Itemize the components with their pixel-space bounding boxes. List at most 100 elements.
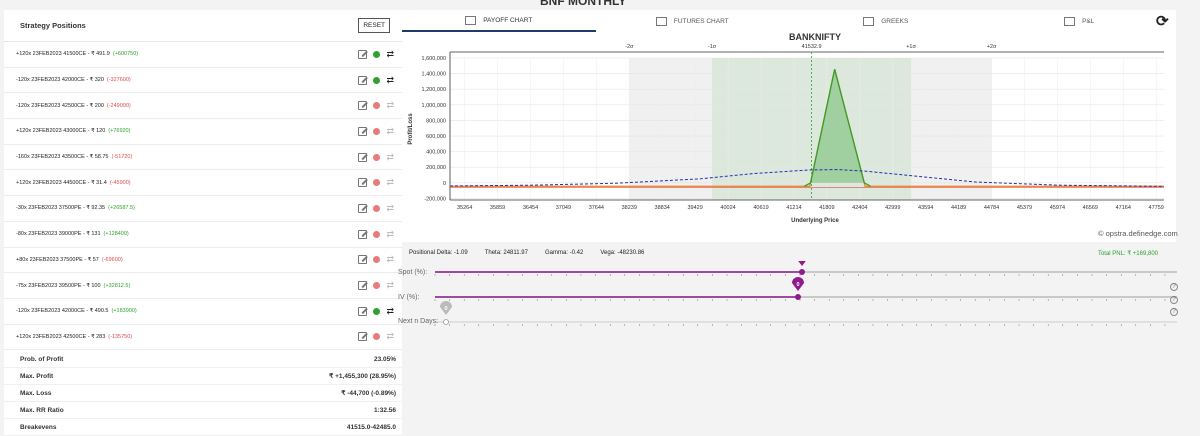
edit-icon[interactable] — [358, 178, 368, 188]
edit-icon[interactable] — [358, 75, 368, 85]
x-tick-label: 44189 — [951, 205, 966, 211]
tab-payoff-chart[interactable]: PAYOFF CHART — [402, 10, 596, 32]
x-tick-label: 40619 — [753, 205, 768, 211]
position-text: -120x 23FEB2023 42000CE - ₹ 320 — [16, 77, 104, 84]
edit-icon[interactable] — [358, 332, 368, 342]
position-text: -30x 23FEB2023 37500PE - ₹ 92.35 — [16, 205, 106, 212]
edit-icon[interactable] — [358, 255, 368, 265]
stat-row: Prob. of Profit 23.05% — [4, 351, 402, 369]
status-dot-icon[interactable] — [373, 76, 381, 84]
position-pnl: (+26587.5) — [108, 205, 135, 212]
reset-button[interactable]: RESET — [358, 18, 390, 33]
position-text: -75x 23FEB2023 39500PE - ₹ 100 — [16, 282, 101, 289]
panel-header: Strategy Positions RESET — [4, 10, 402, 42]
status-dot-icon[interactable] — [373, 333, 381, 341]
x-tick-label: 47759 — [1149, 205, 1164, 211]
stat-label: Max. RR Ratio — [20, 406, 64, 414]
position-actions: ⇄ — [358, 68, 394, 93]
position-row: -75x 23FEB2023 39500PE - ₹ 100 (+32812.5)… — [4, 273, 402, 299]
swap-icon[interactable]: ⇄ — [386, 202, 394, 213]
position-actions: ⇄ — [358, 325, 394, 350]
swap-icon[interactable]: ⇄ — [386, 280, 394, 291]
vega-value: Vega: -48230.86 — [600, 250, 645, 256]
status-dot-icon[interactable] — [373, 256, 381, 264]
status-dot-icon[interactable] — [373, 102, 381, 110]
position-actions: ⇄ — [358, 170, 394, 195]
x-tick-label: 37644 — [589, 205, 604, 211]
swap-icon[interactable]: ⇄ — [386, 74, 394, 85]
position-actions: ⇄ — [358, 145, 394, 170]
x-tick-label: 38239 — [622, 205, 637, 211]
position-pnl: (+183900) — [111, 308, 137, 315]
swap-icon[interactable]: ⇄ — [386, 228, 394, 239]
edit-icon[interactable] — [358, 229, 368, 239]
position-row: -30x 23FEB2023 37500PE - ₹ 92.35 (+26587.… — [4, 196, 402, 222]
position-text: -80x 23FEB2023 39000PE - ₹ 131 — [16, 231, 101, 238]
iv-help-icon[interactable]: ? — [1170, 296, 1178, 304]
position-row: -120x 23FEB2023 42500CE - ₹ 200 (-249000)… — [4, 93, 402, 120]
position-text: -160x 23FEB2023 43500CE - ₹ 58.75 — [16, 154, 109, 161]
edit-icon[interactable] — [358, 306, 368, 316]
bar-chart-icon — [655, 16, 667, 26]
status-dot-icon[interactable] — [373, 179, 381, 187]
swap-icon[interactable]: ⇄ — [386, 100, 394, 111]
swap-icon[interactable]: ⇄ — [386, 151, 394, 162]
strategy-positions-panel: Strategy Positions RESET +120x 23FEB2023… — [4, 10, 402, 436]
position-pnl: (+128400) — [103, 231, 129, 238]
status-dot-icon[interactable] — [373, 50, 381, 58]
theta-value: Theta: 24811.97 — [484, 250, 528, 256]
status-dot-icon[interactable] — [373, 230, 381, 238]
tab-label: FUTURES CHART — [673, 17, 729, 25]
spot-slider-handle[interactable] — [799, 269, 805, 275]
edit-icon[interactable] — [358, 49, 368, 59]
swap-icon[interactable]: ⇄ — [386, 331, 394, 342]
stat-label: Max. Loss — [20, 389, 52, 397]
edit-icon[interactable] — [358, 152, 368, 162]
status-dot-icon[interactable] — [373, 153, 381, 161]
pnl-table-icon — [1064, 16, 1076, 26]
refresh-icon[interactable]: ⟳ — [1156, 13, 1169, 30]
days-slider-handle[interactable] — [443, 319, 449, 325]
greeks-table-icon — [863, 16, 875, 26]
stat-row: Max. Profit ₹ +1,455,300 (28.95%) — [4, 368, 402, 386]
days-help-icon[interactable]: ? — [1170, 308, 1178, 316]
position-actions: ⇄ — [358, 299, 394, 324]
swap-icon[interactable]: ⇄ — [386, 254, 394, 265]
iv-slider-handle[interactable] — [795, 294, 801, 300]
edit-icon[interactable] — [358, 203, 368, 213]
y-tick-label: 600,000 — [426, 134, 446, 140]
edit-icon[interactable] — [358, 101, 368, 111]
x-tick-label: 45974 — [1050, 205, 1065, 211]
tab-futures-chart[interactable]: FUTURES CHART — [596, 10, 790, 32]
tab-greeks[interactable]: GREEKS — [789, 10, 983, 32]
position-row: -160x 23FEB2023 43500CE - ₹ 58.75 (-51720… — [4, 145, 402, 171]
edit-icon[interactable] — [358, 281, 368, 291]
edit-icon[interactable] — [358, 126, 368, 136]
area-chart-icon — [465, 15, 477, 25]
position-row: -120x 23FEB2023 42000CE - ₹ 490.5 (+18390… — [4, 299, 402, 325]
top-axis-label: +2σ — [987, 44, 997, 50]
spot-value: 0 — [800, 261, 803, 263]
x-tick-label: 37049 — [556, 205, 571, 211]
gamma-value: Gamma: -0.42 — [544, 250, 584, 256]
swap-icon[interactable]: ⇄ — [386, 48, 394, 59]
status-dot-icon[interactable] — [373, 127, 381, 135]
swap-icon[interactable]: ⇄ — [386, 177, 394, 188]
x-tick-label: 35859 — [490, 205, 505, 211]
status-dot-icon[interactable] — [373, 282, 381, 290]
days-label: Next n Days: — [398, 318, 439, 325]
swap-icon[interactable]: ⇄ — [386, 125, 394, 136]
status-dot-icon[interactable] — [373, 204, 381, 212]
position-text: +120x 23FEB2023 44500CE - ₹ 31.4 — [16, 179, 107, 186]
position-pnl: (-69600) — [101, 256, 123, 263]
chart-title: BANKNIFTY — [789, 32, 841, 42]
days-value: 0 — [444, 306, 447, 312]
profit-line — [803, 69, 871, 187]
position-text: +120x 23FEB2023 43000CE - ₹ 120 — [16, 128, 106, 135]
position-pnl: (-45900) — [109, 179, 131, 186]
status-dot-icon[interactable] — [373, 307, 381, 315]
tab-p-l[interactable]: P&L — [983, 10, 1177, 32]
swap-icon[interactable]: ⇄ — [386, 305, 394, 316]
spot-help-icon[interactable]: ? — [1170, 283, 1178, 291]
profit-area — [810, 69, 865, 183]
